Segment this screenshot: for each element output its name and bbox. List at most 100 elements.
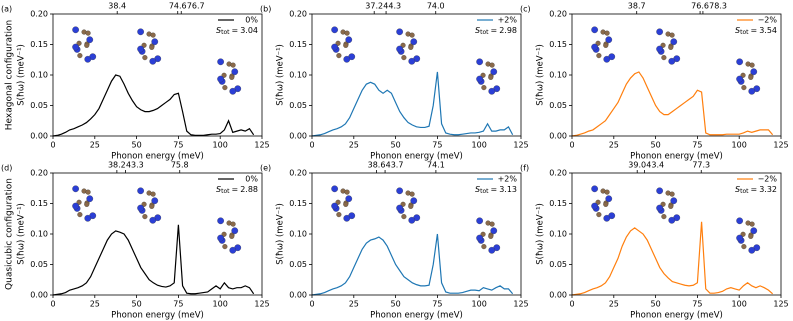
atom [488, 74, 494, 80]
atom [736, 234, 743, 242]
panel: 0 25 50 75 100 125 0.00 0.05 0.10 0.15 0.20 38.4 74.… [1, 2, 270, 162]
atom [217, 217, 224, 225]
row-label: Quasicubic configuration [5, 178, 15, 290]
peak-label: 38.6 [368, 161, 386, 170]
x-axis-label: Phonon energy (meV) [630, 152, 723, 162]
atom [72, 185, 79, 193]
y-axis-label: S(ħω) (meV⁻¹) [536, 44, 546, 106]
stot-subscript: tot [740, 29, 749, 36]
atom [656, 45, 663, 53]
panel-label: (d) [1, 164, 12, 173]
atom [217, 75, 224, 83]
x-tick-label: 0 [309, 300, 314, 309]
structure-icon [72, 26, 97, 63]
atom [748, 233, 754, 239]
legend-label: +2% [498, 175, 518, 184]
structure-icon [656, 187, 681, 224]
atom [741, 244, 747, 250]
stot-annotation: Stot = 3.13 [475, 185, 517, 195]
atom [736, 217, 743, 225]
panel-label: (c) [520, 5, 531, 14]
stot-symbol: S [216, 26, 221, 35]
atom [343, 214, 351, 222]
stot-equals: = [750, 26, 757, 35]
peak-label: 44.3 [383, 2, 401, 11]
atom [668, 203, 674, 209]
stot-value: 2.88 [240, 185, 258, 194]
peak-label: 43.7 [386, 161, 404, 170]
atom [84, 42, 90, 48]
stot-subscript: tot [480, 29, 489, 36]
atom [476, 234, 483, 242]
atom [335, 40, 341, 46]
x-tick-label: 125 [773, 141, 788, 150]
x-tick-label: 50 [391, 300, 401, 309]
peak-label: 38.4 [108, 2, 126, 11]
x-tick-label: 25 [90, 300, 100, 309]
y-tick-label: 0.20 [549, 10, 567, 19]
atom [86, 195, 94, 203]
atom [229, 246, 237, 254]
stot-annotation: Stot = 3.04 [216, 26, 258, 36]
legend-label: −2% [758, 16, 778, 25]
atom [410, 197, 418, 205]
stot-subscript: tot [221, 188, 230, 195]
atom [84, 201, 90, 207]
atom [476, 75, 483, 83]
y-axis-label: S(ħω) (meV⁻¹) [276, 44, 286, 106]
atom [149, 57, 157, 65]
line-series [52, 224, 255, 296]
structure-icon [591, 26, 616, 63]
line-series [52, 74, 255, 137]
atom [668, 216, 676, 224]
stot-value: 3.13 [499, 185, 517, 194]
atom [736, 75, 743, 83]
atom [595, 40, 601, 46]
atom [230, 221, 236, 227]
x-tick-label: 25 [90, 141, 100, 150]
peak-label: 74.0 [427, 2, 445, 11]
x-tick-label: 25 [609, 300, 619, 309]
stot-symbol: S [735, 26, 740, 35]
atom [409, 191, 415, 197]
y-tick-label: 0.00 [549, 132, 567, 141]
peak-label: 43.3 [126, 161, 144, 170]
atom [345, 36, 353, 44]
y-tick-label: 0.20 [289, 169, 307, 178]
atom [661, 214, 667, 220]
atom [76, 40, 82, 46]
atom [396, 28, 403, 36]
stot-symbol: S [475, 26, 480, 35]
axes-frame [311, 13, 522, 137]
x-tick-label: 100 [213, 141, 228, 150]
x-tick-label: 25 [349, 141, 359, 150]
atom [141, 201, 147, 207]
structure-icon [137, 28, 162, 65]
atom [343, 201, 349, 207]
atom [151, 197, 159, 205]
x-tick-label: 100 [732, 300, 747, 309]
peak-label: 77.3 [692, 161, 710, 170]
stot-value: 3.54 [759, 26, 777, 35]
stot-value: 3.32 [759, 185, 777, 194]
atom [488, 87, 496, 95]
y-tick-label: 0.15 [549, 40, 567, 49]
atom [137, 204, 144, 212]
atom [76, 199, 82, 205]
atom [489, 62, 495, 68]
peak-label: 76.7 [187, 2, 205, 11]
atom [344, 189, 350, 195]
atom [603, 42, 609, 48]
panel-label: (e) [260, 164, 271, 173]
atom [401, 214, 407, 220]
stot-equals: = [490, 26, 497, 35]
x-tick-label: 125 [513, 141, 528, 150]
x-tick-label: 125 [513, 300, 528, 309]
atom [331, 43, 338, 51]
atom [490, 227, 498, 235]
atom [476, 217, 483, 225]
panel: 0 25 50 75 100 125 0.00 0.05 0.10 0.15 0.20 38.6 43.… [260, 161, 529, 321]
axes-frame [571, 13, 782, 137]
atom [400, 201, 406, 207]
atom [331, 26, 338, 34]
